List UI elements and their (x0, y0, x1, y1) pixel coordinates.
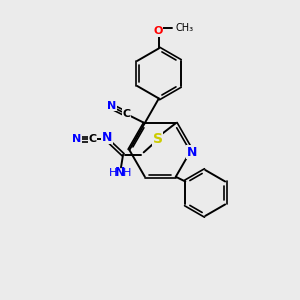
Text: N: N (107, 101, 116, 111)
Text: N: N (72, 134, 82, 144)
Text: O: O (154, 26, 163, 36)
Text: N: N (115, 166, 125, 179)
Text: H: H (122, 168, 131, 178)
Text: CH₃: CH₃ (175, 23, 193, 33)
Text: H: H (109, 168, 117, 178)
Text: S: S (152, 131, 163, 146)
Text: N: N (187, 146, 197, 159)
Text: C: C (89, 134, 97, 144)
Text: N: N (102, 130, 112, 144)
Text: C: C (122, 109, 131, 119)
